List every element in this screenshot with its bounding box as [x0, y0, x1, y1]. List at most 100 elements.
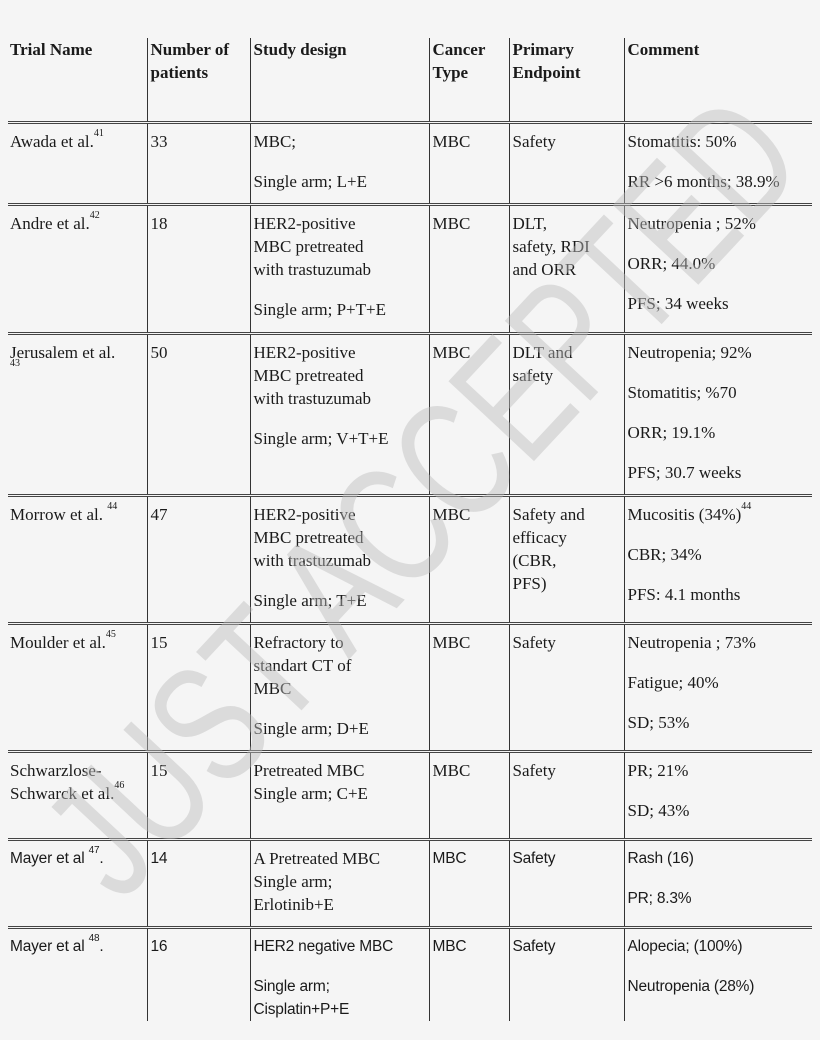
reference-number: 44 — [107, 501, 118, 512]
design-line: Erlotinib+E — [253, 895, 334, 914]
study-design-cell: Refractory to standart CT of MBC Single arm… — [249, 622, 429, 752]
design-line: MBC pretreated — [253, 237, 364, 256]
design-line: standart CT of — [253, 656, 352, 675]
comment-cell: Neutropenia ; 73% Fatigue; 40% SD; 53% — [623, 622, 812, 752]
endpoint-line: Safety — [512, 850, 556, 867]
trial-name-cell: Mayer et al 48. — [8, 926, 147, 1021]
design-paragraph: A Pretreated MBC Single arm; Erlotinib+E — [254, 847, 425, 916]
comment-item: Stomatitis: 50% — [628, 130, 809, 153]
comment-item: ORR; 19.1% — [628, 421, 809, 444]
endpoint-line: (CBR, — [512, 551, 557, 570]
design-line: Single arm; D+E — [253, 719, 369, 738]
trial-name-cell: Awada et al.41 — [8, 121, 147, 205]
design-line: with trastuzumab — [253, 260, 372, 279]
trial-name: Mayer et al — [10, 938, 89, 955]
trial-name-suffix: . — [99, 938, 104, 955]
design-paragraph: Single arm; Cisplatin+P+E — [254, 975, 425, 1021]
comment-item: ORR; 44.0% — [628, 252, 809, 275]
endpoint-line: PFS) — [512, 574, 547, 593]
comment-cell: Alopecia; (100%) Neutropenia (28%) — [623, 926, 812, 1021]
cancer-type-cell: MBC — [428, 622, 509, 752]
trial-name-cell: Morrow et al. 44 — [8, 494, 147, 624]
design-line: MBC pretreated — [253, 528, 364, 547]
comment-item: PR; 21% — [628, 759, 809, 782]
comment-text: RR >6 months; 38.9% — [627, 172, 780, 191]
table-row: Andre et al.42 18 HER2-positive MBC pretrea… — [8, 203, 812, 334]
patients-cell: 15 — [146, 750, 250, 840]
comment-text: Neutropenia ; 52% — [627, 214, 756, 233]
table-row: Morrow et al. 44 47 HER2-positive MBC pretr… — [8, 494, 812, 624]
design-line: with trastuzumab — [253, 551, 372, 570]
table-row: Schwarzlose-Schwarck et al.46 15 Pretreate… — [8, 750, 812, 840]
comment-item: Rash (16) — [628, 847, 809, 870]
cancer-type-cell: MBC — [428, 332, 509, 496]
comment-cell: PR; 21% SD; 43% — [623, 750, 812, 840]
comment-text: Stomatitis; %70 — [627, 383, 737, 402]
trials-table: Trial Name Number of patients Study design… — [8, 38, 812, 1021]
comment-cell: Neutropenia ; 52% ORR; 44.0% PFS; 34 weeks — [623, 203, 812, 334]
table-row: Jerusalem et al. 43 50 HER2-positive MBC pre… — [8, 332, 812, 496]
header-number-of-patients: Number of patients — [146, 38, 250, 123]
primary-endpoint-cell: Safety — [508, 838, 624, 928]
design-paragraph: HER2-positive MBC pretreated with trastuzu… — [254, 503, 425, 572]
design-line: Single arm; — [253, 872, 333, 891]
comment-text: Fatigue; 40% — [627, 673, 719, 692]
patients-cell: 33 — [146, 121, 250, 205]
comment-text: PR; 21% — [627, 761, 689, 780]
trial-name-cell: Moulder et al.45 — [8, 622, 147, 752]
endpoint-line: safety — [512, 366, 554, 385]
design-paragraph: HER2-positive MBC pretreated with trastuzu… — [254, 341, 425, 410]
primary-endpoint-cell: Safety and efficacy (CBR, PFS) — [508, 494, 624, 624]
header-study-design: Study design — [249, 38, 429, 123]
header-cancer-type: Cancer Type — [428, 38, 509, 123]
cancer-type-cell: MBC — [428, 494, 509, 624]
study-design-cell: HER2 negative MBC Single arm; Cisplatin+P+… — [249, 926, 429, 1021]
comment-text: Stomatitis: 50% — [627, 132, 737, 151]
design-line: with trastuzumab — [253, 389, 372, 408]
cancer-type-cell: MBC — [428, 121, 509, 205]
comment-item: SD; 53% — [628, 711, 809, 734]
design-line: HER2-positive — [253, 214, 356, 233]
design-line: Single arm; L+E — [253, 172, 367, 191]
design-line: MBC pretreated — [253, 366, 364, 385]
study-design-cell: HER2-positive MBC pretreated with trastuzu… — [249, 203, 429, 334]
table-row: Mayer et al 48. 16 HER2 negative MBC Single… — [8, 926, 812, 1021]
comment-text: ORR; 44.0% — [627, 254, 716, 273]
comment-item: PFS; 30.7 weeks — [628, 461, 809, 484]
comment-text: SD; 53% — [627, 713, 690, 732]
design-paragraph: HER2 negative MBC — [254, 935, 425, 958]
header-comment: Comment — [623, 38, 812, 123]
endpoint-line: safety, RDI — [512, 237, 590, 256]
comment-text: Neutropenia ; 73% — [627, 633, 756, 652]
study-design-cell: HER2-positive MBC pretreated with trastuzu… — [249, 332, 429, 496]
comment-text: Neutropenia (28%) — [627, 978, 755, 995]
comment-item: Neutropenia ; 52% — [628, 212, 809, 235]
reference-number: 43 — [10, 358, 20, 369]
endpoint-line: Safety — [512, 132, 556, 151]
design-line: Single arm; P+T+E — [253, 300, 387, 319]
design-line: HER2-positive — [253, 505, 356, 524]
comment-text: PR; 8.3% — [627, 890, 692, 907]
comment-text: PFS; 30.7 weeks — [627, 463, 742, 482]
reference-number: 41 — [93, 128, 104, 139]
reference-number: 47 — [88, 845, 100, 856]
comment-item: CBR; 34% — [628, 543, 809, 566]
primary-endpoint-cell: DLT and safety — [508, 332, 624, 496]
primary-endpoint-cell: Safety — [508, 622, 624, 752]
endpoint-line: DLT, — [512, 214, 547, 233]
comment-cell: Rash (16) PR; 8.3% — [623, 838, 812, 928]
study-design-cell: MBC; Single arm; L+E — [249, 121, 429, 205]
comment-item: Neutropenia; 92% — [628, 341, 809, 364]
cancer-type-cell: MBC — [428, 926, 509, 1021]
design-line: Refractory to — [253, 633, 344, 652]
endpoint-line: Safety and — [512, 505, 585, 524]
endpoint-line: Safety — [512, 761, 556, 780]
patients-cell: 15 — [146, 622, 250, 752]
trial-name-cell: Jerusalem et al. 43 — [8, 332, 147, 496]
comment-item: SD; 43% — [628, 799, 809, 822]
endpoint-line: and ORR — [512, 260, 577, 279]
design-paragraph: HER2-positive MBC pretreated with trastuzu… — [254, 212, 425, 281]
table-row: Mayer et al 47. 14 A Pretreated MBC Single … — [8, 838, 812, 928]
trial-name-cell: Andre et al.42 — [8, 203, 147, 334]
comment-text: SD; 43% — [627, 801, 690, 820]
